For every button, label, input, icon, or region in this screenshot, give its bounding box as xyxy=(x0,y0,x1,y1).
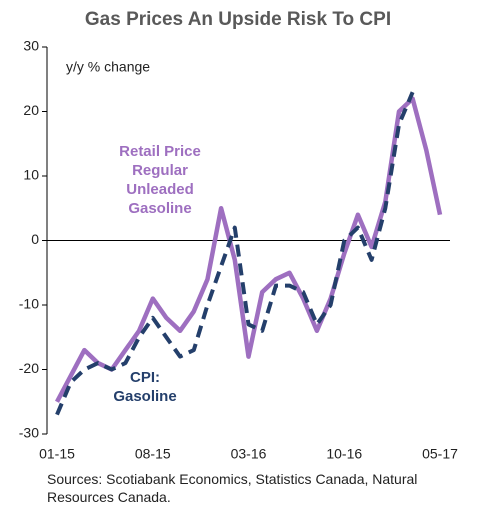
y-tick-label: 0 xyxy=(31,231,39,247)
y-tick-label: 30 xyxy=(23,38,39,54)
chart-title: Gas Prices An Upside Risk To CPI xyxy=(85,9,391,30)
series-line xyxy=(55,96,443,403)
x-tick-label: 03-16 xyxy=(231,446,267,462)
x-tick-label: 10-16 xyxy=(326,446,362,462)
series-line xyxy=(55,91,415,416)
y-tick-label: 10 xyxy=(23,167,39,183)
x-tick-label: 01-15 xyxy=(39,446,75,462)
y-tick-label: -30 xyxy=(19,425,39,441)
source-note: Sources: Scotiabank Economics, Statistic… xyxy=(47,471,418,505)
series-label: CPI: Gasoline xyxy=(113,369,177,405)
x-tick-label: 05-17 xyxy=(422,446,458,462)
y-axis-label: y/y % change xyxy=(66,59,150,75)
x-tick-label: 08-15 xyxy=(135,446,171,462)
series-label: Retail Price Regular Unleaded Gasoline xyxy=(119,143,201,217)
y-tick-label: -20 xyxy=(19,360,39,376)
y-tick-label: 20 xyxy=(23,102,39,118)
y-tick-label: -10 xyxy=(19,296,39,312)
